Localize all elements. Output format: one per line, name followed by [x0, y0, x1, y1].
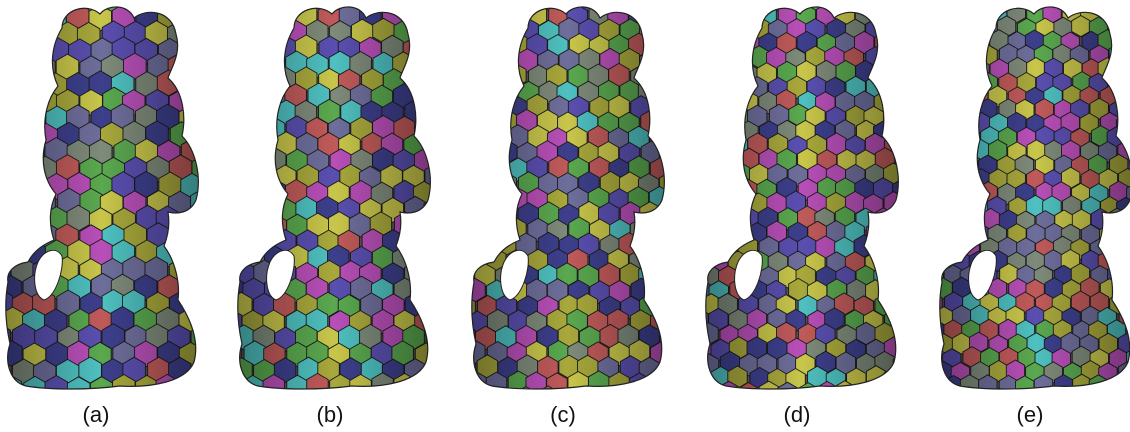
panel-caption: (c) [550, 402, 576, 427]
figure-panel: (d) [700, 0, 926, 432]
figure-panel: (a) [0, 0, 226, 432]
figure-panel: (b) [232, 0, 458, 432]
figure-panel: (e) [934, 0, 1130, 432]
mosaic-statue-image [705, 6, 899, 390]
panel-caption: (e) [1016, 402, 1044, 427]
mosaic-statue-image [939, 6, 1130, 390]
mosaic-statue-image [5, 6, 199, 390]
panel-caption: (b) [316, 402, 344, 427]
mosaic-statue-image [471, 6, 665, 390]
panel-caption: (a) [82, 402, 110, 427]
figure-panel: (c) [466, 0, 692, 432]
mosaic-statue-image [237, 6, 431, 390]
panel-caption: (d) [783, 402, 811, 427]
